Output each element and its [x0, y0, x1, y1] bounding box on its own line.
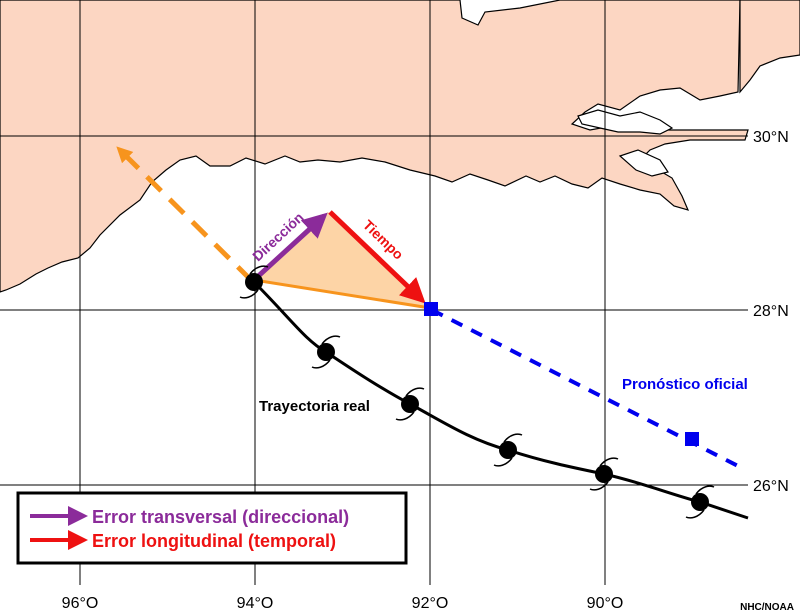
legend: Error transversal (direccional) Error lo… — [16, 491, 408, 565]
hurricane-symbol-icon — [239, 265, 269, 299]
forecast-position-marker — [424, 302, 438, 316]
legend-item-direction: Error transversal (direccional) — [92, 507, 349, 527]
hurricane-symbol-icon — [395, 387, 425, 421]
hurricane-symbol-icon — [493, 433, 523, 467]
actual-track-label: Trayectoria real — [259, 398, 370, 415]
time-arrow — [328, 210, 426, 304]
direction-arrow — [252, 212, 328, 282]
longitude-label: 94°O — [237, 595, 274, 612]
legend-box — [16, 491, 408, 565]
forecast-position-marker — [685, 432, 699, 446]
longitude-label: 92°O — [412, 595, 449, 612]
land-mass — [0, 0, 749, 293]
lat-lon-grid — [0, 0, 748, 585]
error-triangle — [254, 212, 430, 308]
storm-symbols — [239, 265, 715, 519]
bay — [577, 109, 674, 135]
official-forecast-label: Pronóstico oficial — [622, 376, 748, 393]
longitude-label: 90°O — [587, 595, 624, 612]
latitude-label: 30°N — [753, 129, 789, 146]
legend-item-time: Error longitudinal (temporal) — [92, 531, 336, 551]
latitude-label: 26°N — [753, 478, 789, 495]
longitude-label: 96°O — [62, 595, 99, 612]
latitude-label: 28°N — [753, 303, 789, 320]
hurricane-symbol-icon — [311, 335, 341, 369]
north-land — [739, 0, 800, 94]
hurricane-symbol-icon — [589, 457, 619, 491]
latitude-labels: 30°N 28°N 26°N — [753, 129, 789, 495]
longitude-labels: 96°O 94°O 92°O 90°O — [62, 595, 624, 612]
lake — [618, 149, 669, 177]
credit-label: NHC/NOAA — [740, 602, 794, 613]
hurricane-symbol-icon — [685, 485, 715, 519]
